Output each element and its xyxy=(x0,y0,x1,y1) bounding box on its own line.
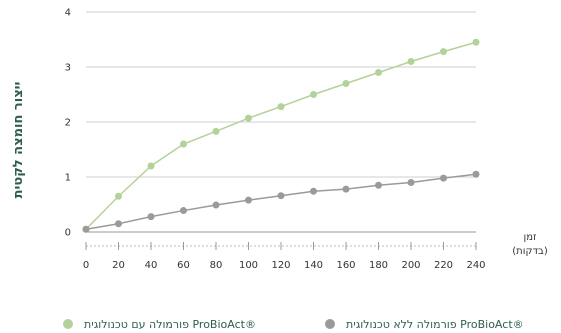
x-tick-label: 200 xyxy=(401,260,420,271)
y-axis-label: ייצור חומצה לקטית xyxy=(11,82,26,199)
x-tick-label: 180 xyxy=(369,260,388,271)
data-point-series-0 xyxy=(180,140,187,148)
x-tick-label: 140 xyxy=(304,260,323,271)
legend-marker-with-tech xyxy=(63,319,73,329)
data-point-series-1 xyxy=(407,179,415,186)
data-point-series-1 xyxy=(245,196,252,204)
data-point-series-1 xyxy=(310,187,317,195)
data-point-series-1 xyxy=(212,201,220,209)
data-point-series-1 xyxy=(342,185,350,193)
y-tick-label: 2 xyxy=(65,118,71,129)
data-point-series-1 xyxy=(440,174,447,182)
data-point-series-1 xyxy=(277,192,285,200)
data-point-series-1 xyxy=(180,207,187,215)
data-point-series-0 xyxy=(342,80,350,87)
data-point-series-0 xyxy=(277,103,285,111)
x-tick-label: 60 xyxy=(177,260,190,271)
grid-lines xyxy=(86,11,476,233)
data-point-series-0 xyxy=(375,69,382,76)
data-point-series-0 xyxy=(472,38,480,46)
data-point-series-1 xyxy=(472,170,480,178)
x-tick-label: 120 xyxy=(271,260,290,271)
data-point-series-0 xyxy=(310,91,317,98)
x-tick-label: 160 xyxy=(336,260,355,271)
data-point-series-0 xyxy=(212,127,220,135)
data-point-series-1 xyxy=(375,181,382,189)
data-point-series-1 xyxy=(82,225,90,233)
y-tick-label: 4 xyxy=(65,8,71,19)
data-series xyxy=(82,38,480,233)
data-point-series-1 xyxy=(147,213,155,221)
data-point-series-1 xyxy=(115,220,122,228)
legend-label-with-tech: פורמולה עם טכנולוגית ProBioAct® xyxy=(84,318,256,331)
series-line-0 xyxy=(85,41,477,230)
series-line-1 xyxy=(85,173,477,230)
x-axis-unit-label: (בדקות) xyxy=(512,246,548,257)
y-tick-label: 0 xyxy=(65,228,71,239)
data-point-series-0 xyxy=(407,58,415,65)
y-tick-label: 1 xyxy=(65,173,71,184)
data-point-series-0 xyxy=(440,48,447,56)
x-tick-label: 220 xyxy=(434,260,453,271)
x-tick-label: 0 xyxy=(83,260,89,271)
x-tick-label: 100 xyxy=(239,260,258,271)
data-point-series-0 xyxy=(115,192,122,200)
x-tick-label: 20 xyxy=(112,260,125,271)
x-axis-label: זמן xyxy=(524,232,538,243)
legend-label-without-tech: פורמולה ללא טכנולוגית ProBioAct® xyxy=(346,318,524,331)
x-tick-label: 240 xyxy=(466,260,485,271)
y-tick-label: 3 xyxy=(65,63,71,74)
legend: פורמולה עם טכנולוגית ProBioAct® פורמולה … xyxy=(63,318,524,331)
data-point-series-0 xyxy=(147,162,155,170)
x-tick-label: 80 xyxy=(210,260,223,271)
legend-marker-without-tech xyxy=(325,319,335,329)
x-tick-label: 40 xyxy=(145,260,158,271)
data-point-series-0 xyxy=(245,114,252,122)
